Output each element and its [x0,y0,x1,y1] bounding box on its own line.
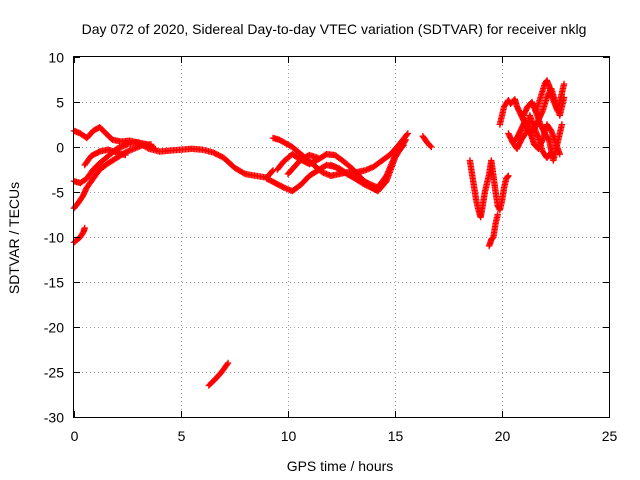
series-track-l [419,133,435,151]
data-point [504,173,511,180]
data-point [224,359,232,367]
x-tick-label: 15 [388,428,404,444]
data-point [548,149,555,156]
axis-ticks: 0 5 10 15 20 25 10 5 0 -5 -10 -15 -20 -25 -30 [44,50,618,445]
series-track-n [485,211,501,250]
y-axis-label: SDTVAR / TECUs [6,182,22,294]
x-tick-label: 20 [495,428,511,444]
data-point [403,131,411,138]
y-tick-label: -20 [44,320,64,336]
data-point [560,80,568,88]
data-point [223,361,231,368]
series-track-j [327,161,377,192]
series-track-q [520,98,566,164]
series-track-k [284,151,322,178]
data-point [81,224,88,232]
x-tick-label: 10 [281,428,297,444]
data-point [427,142,434,150]
series-track-f [205,359,232,389]
data-points [70,77,568,389]
data-point [558,121,566,128]
data-point [314,154,322,161]
plot-frame [73,56,610,418]
y-tick-label: 5 [56,95,64,111]
data-point [402,136,409,143]
series-track-r [533,77,568,115]
data-point [240,170,248,177]
y-tick-label: -25 [44,365,64,381]
series-track-s [509,112,555,161]
data-point [404,130,412,137]
y-tick-label: -10 [44,230,64,246]
data-point [268,168,276,175]
series-track-d [81,146,129,169]
x-tick-label: 0 [71,428,79,444]
data-point [428,143,435,151]
chart-title: Day 072 of 2020, Sidereal Day-to-day VTE… [82,21,587,37]
x-tick-label: 25 [602,428,618,444]
series-track-b [70,139,277,187]
x-tick-label: 5 [178,428,186,444]
y-tick-label: -15 [44,275,64,291]
data-point [401,137,409,145]
y-tick-label: -5 [52,185,65,201]
data-point [269,167,277,174]
data-point [147,141,155,148]
series-track-g [269,130,412,179]
y-tick-label: 10 [48,50,64,66]
data-point [505,172,512,179]
data-point [494,211,501,218]
data-point [122,151,129,159]
series-track-m [466,157,512,221]
y-tick-label: 0 [56,140,64,156]
data-point [547,150,554,157]
series-track-c [70,141,155,212]
y-tick-label: -30 [44,410,64,426]
data-point [370,185,377,192]
x-axis-label: GPS time / hours [287,458,394,474]
